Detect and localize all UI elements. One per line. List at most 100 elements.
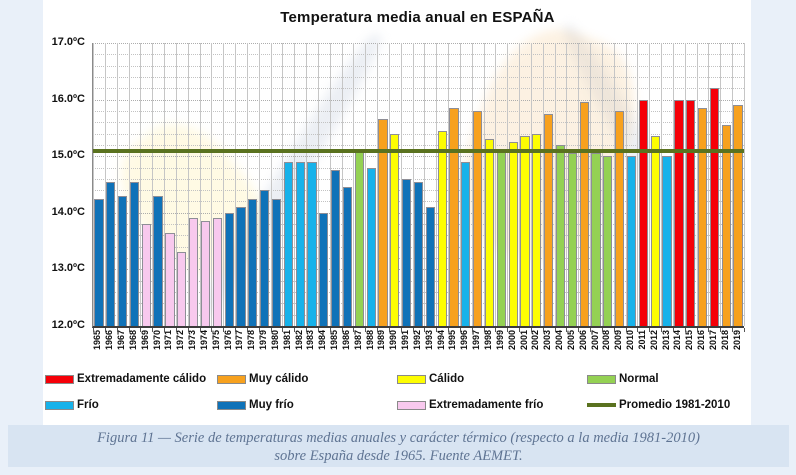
x-axis-label-slot: 2017 xyxy=(707,330,719,374)
year-label-1972: 1972 xyxy=(175,330,186,351)
gridline-vertical xyxy=(448,43,450,326)
legend-label: Muy cálido xyxy=(249,373,309,385)
bar-1973 xyxy=(188,218,199,326)
promedio-line xyxy=(93,148,744,153)
bar-1978 xyxy=(248,198,258,326)
gridline-vertical xyxy=(590,43,592,326)
x-axis-label-slot: 2019 xyxy=(731,330,743,374)
gridline-horizontal xyxy=(93,65,744,67)
x-axis-tick xyxy=(270,328,272,332)
bar-1969 xyxy=(141,224,151,326)
x-axis-tick xyxy=(388,328,390,332)
year-label-1969: 1969 xyxy=(139,330,150,351)
x-axis-label-slot: 1968 xyxy=(128,330,140,374)
gridline-vertical xyxy=(720,43,722,326)
gridline-vertical xyxy=(306,43,308,326)
bar-2006 xyxy=(579,102,589,326)
legend-item-frio: Frío xyxy=(45,399,99,411)
bar-1993 xyxy=(425,207,435,326)
gridline-vertical xyxy=(187,43,189,326)
x-axis-label-slot: 1977 xyxy=(234,330,246,374)
x-axis-tick xyxy=(365,328,367,332)
gridline-vertical xyxy=(732,43,734,326)
year-label-2000: 2000 xyxy=(506,330,517,351)
gridline-vertical xyxy=(542,43,544,326)
year-label-2002: 2002 xyxy=(530,330,541,351)
x-axis-tick xyxy=(329,328,331,332)
x-axis-label-slot: 1973 xyxy=(187,330,199,374)
gridline-vertical xyxy=(317,43,319,326)
year-label-1976: 1976 xyxy=(222,330,233,351)
gridline-vertical xyxy=(483,43,485,326)
x-axis-tick xyxy=(116,328,118,332)
x-axis-tick xyxy=(483,328,485,332)
year-label-1978: 1978 xyxy=(246,330,257,351)
gridline-vertical xyxy=(164,43,166,326)
x-axis-tick xyxy=(199,328,201,332)
bar-2005 xyxy=(567,153,577,326)
year-label-2006: 2006 xyxy=(577,330,588,351)
bar-1994 xyxy=(437,130,447,326)
gridline-vertical xyxy=(128,43,130,326)
bar-1996 xyxy=(461,161,471,326)
x-axis-tick xyxy=(412,328,414,332)
legend-label: Extremadamente cálido xyxy=(77,373,207,385)
bar-1975 xyxy=(212,218,222,326)
gridline-vertical xyxy=(554,43,556,326)
x-axis-label-slot: 1997 xyxy=(471,330,483,374)
year-label-1979: 1979 xyxy=(258,330,269,351)
caption-line-2: sobre España desde 1965. Fuente AEMET. xyxy=(274,448,523,464)
legend-label: Muy frío xyxy=(249,399,294,411)
year-label-2010: 2010 xyxy=(625,330,636,351)
bar-1976 xyxy=(224,212,234,326)
x-axis-label-slot: 2002 xyxy=(530,330,542,374)
year-label-1988: 1988 xyxy=(364,330,375,351)
year-label-1984: 1984 xyxy=(317,330,328,351)
gridline-vertical xyxy=(744,43,745,326)
year-label-1967: 1967 xyxy=(116,330,127,351)
x-axis-label-slot: 1971 xyxy=(163,330,175,374)
gridline-vertical xyxy=(566,43,568,326)
gridline-vertical xyxy=(353,43,355,326)
x-axis-label-slot: 2004 xyxy=(554,330,566,374)
x-axis-label-slot: 1980 xyxy=(270,330,282,374)
bar-2004 xyxy=(555,144,566,326)
x-axis-tick xyxy=(93,328,94,332)
x-axis-tick xyxy=(459,328,461,332)
figure-caption: Figura 11 — Serie de temperaturas medias… xyxy=(8,425,789,467)
gridline-horizontal xyxy=(93,43,744,44)
year-label-1989: 1989 xyxy=(376,330,387,351)
gridline-horizontal xyxy=(93,178,744,180)
year-label-2015: 2015 xyxy=(684,330,695,351)
gridline-horizontal xyxy=(93,99,744,101)
year-label-1998: 1998 xyxy=(483,330,493,351)
x-axis-label-slot: 2018 xyxy=(719,330,731,374)
x-axis-tick xyxy=(223,328,225,332)
year-label-1986: 1986 xyxy=(340,330,351,351)
legend-label: Normal xyxy=(619,373,659,385)
x-axis-tick xyxy=(495,328,497,332)
gridline-vertical xyxy=(246,43,248,326)
x-axis-tick xyxy=(175,328,177,332)
year-label-1970: 1970 xyxy=(151,330,162,351)
x-axis-label-slot: 1998 xyxy=(483,330,495,374)
bar-1967 xyxy=(117,195,128,326)
bar-1999 xyxy=(496,150,506,326)
temperature-chart: Temperatura media anual en ESPAÑA 17.0ºC… xyxy=(43,0,751,425)
gridline-vertical xyxy=(684,43,686,326)
x-axis-label-slot: 1979 xyxy=(258,330,270,374)
legend-label: Promedio 1981-2010 xyxy=(619,399,731,411)
bar-1983 xyxy=(307,161,317,326)
gridline-vertical xyxy=(199,43,201,326)
x-axis-tick xyxy=(530,328,532,332)
bar-2013 xyxy=(662,156,672,326)
bar-2008 xyxy=(603,156,613,326)
x-axis-tick xyxy=(613,328,615,332)
x-axis-label-slot: 1984 xyxy=(317,330,329,374)
legend-item-extremadamente-calido: Extremadamente cálido xyxy=(45,373,206,385)
year-label-1973: 1973 xyxy=(187,330,198,351)
legend-label: Frío xyxy=(77,399,99,411)
legend-label: Cálido xyxy=(429,373,465,385)
year-label-1974: 1974 xyxy=(198,330,209,351)
bar-2000 xyxy=(508,142,518,326)
